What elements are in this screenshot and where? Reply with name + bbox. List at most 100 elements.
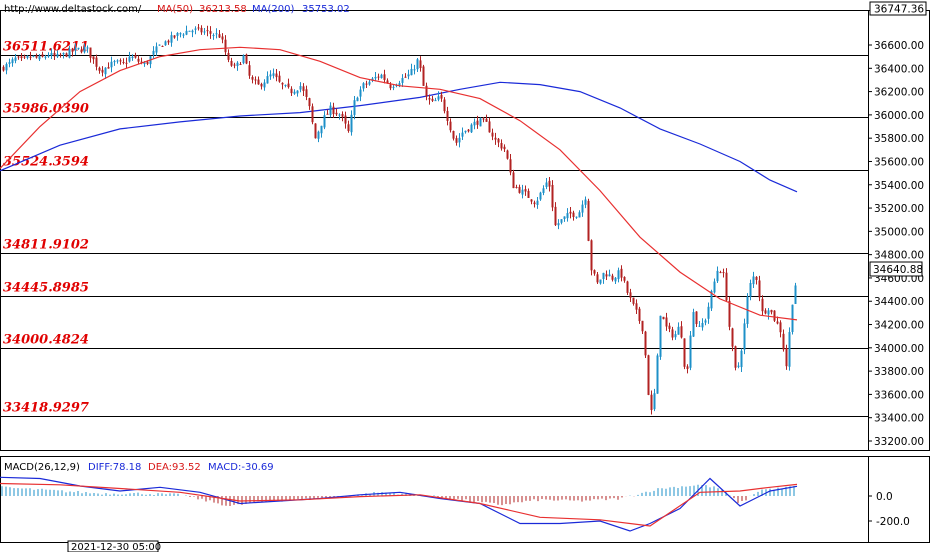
candle-body — [512, 172, 515, 189]
candle-body — [650, 394, 653, 410]
ma200-line — [0, 81, 798, 193]
ma200-path — [0, 81, 798, 193]
candle-body — [548, 180, 551, 187]
candle-body — [437, 96, 440, 100]
candle-body — [287, 83, 290, 88]
price-tick-label: 35400.00 — [874, 180, 924, 192]
current-price-value: 34640.88 — [873, 264, 923, 276]
candle-body — [662, 316, 665, 320]
candle-body — [101, 69, 104, 73]
candle-body — [119, 60, 122, 62]
candle-body — [485, 118, 488, 122]
candle-body — [578, 212, 581, 218]
ma200-label: MA(200) — [252, 4, 294, 15]
candle-body — [695, 311, 698, 325]
top-price-box — [869, 1, 927, 16]
candle-body — [14, 57, 17, 61]
candle-body — [95, 57, 98, 67]
candle-body — [764, 310, 767, 314]
candle-body — [536, 200, 539, 205]
candle-body — [53, 52, 56, 57]
candle-body — [572, 212, 575, 217]
candle-body — [86, 47, 89, 49]
timestamp: 2021-12-30 05:00 — [71, 542, 161, 552]
candle-body — [263, 82, 266, 88]
candle-body — [317, 131, 320, 139]
candle-body — [137, 58, 140, 62]
candle-body — [710, 291, 713, 309]
candle-body — [581, 204, 584, 213]
candle-body — [362, 83, 365, 89]
candle-body — [125, 62, 128, 64]
candle-body — [770, 309, 773, 313]
candle-body — [134, 55, 137, 58]
candle-body — [80, 49, 83, 53]
candle-body — [554, 206, 557, 226]
candle-body — [353, 100, 356, 115]
candle-body — [464, 130, 467, 133]
candle-body — [761, 298, 764, 312]
candle-body — [44, 56, 47, 58]
candle-body — [335, 112, 338, 115]
price-tick-label: 36200.00 — [874, 87, 924, 99]
candle-body — [359, 89, 362, 97]
candle-body — [401, 78, 404, 83]
candle-body — [470, 124, 473, 133]
candle-body — [257, 79, 260, 85]
level-label: 33418.9297 — [3, 401, 89, 416]
level-label: 35986.0390 — [3, 102, 89, 117]
candle-body — [446, 110, 449, 121]
current-price-box — [869, 261, 923, 277]
candle-body — [557, 223, 560, 226]
candle-body — [584, 199, 587, 205]
candle-body — [23, 56, 26, 58]
candle-body — [683, 338, 686, 367]
candle-body — [443, 99, 446, 112]
candle-body — [8, 62, 11, 64]
candle-body — [302, 86, 305, 91]
price-tick-label: 34000.00 — [874, 343, 924, 355]
candle-body — [107, 67, 110, 69]
candle-body — [545, 182, 548, 187]
candle-body — [539, 192, 542, 200]
candle-body — [71, 48, 74, 52]
candle-body — [98, 67, 101, 71]
candle-body — [164, 41, 167, 46]
candle-body — [311, 106, 314, 123]
candle-body — [140, 61, 143, 63]
candle-body — [218, 34, 221, 38]
candle-body — [479, 118, 482, 127]
candle-body — [20, 56, 23, 59]
candle-body — [434, 100, 437, 102]
candle-body — [620, 268, 623, 278]
candle-body — [617, 270, 620, 280]
candle-body — [323, 115, 326, 128]
candle-body — [641, 320, 644, 332]
ma50-value: 36213.58 — [199, 4, 247, 15]
candle-body — [242, 55, 245, 64]
candle-body — [665, 317, 668, 327]
candle-body — [767, 310, 770, 315]
timestamp-box — [67, 540, 159, 552]
candle-body — [350, 114, 353, 133]
candle-body — [758, 280, 761, 298]
candle-body — [272, 73, 275, 76]
candle-body — [452, 130, 455, 139]
candle-body — [278, 75, 281, 82]
top-price-value: 36747.36 — [874, 4, 924, 16]
candle-body — [596, 274, 599, 283]
candle-body — [497, 138, 500, 143]
candle-body — [680, 326, 683, 338]
candle-body — [377, 76, 380, 78]
candle-body — [314, 123, 317, 139]
candle-body — [782, 333, 785, 350]
candle-body — [269, 74, 272, 77]
macd-tick-label: -200.0 — [876, 516, 910, 528]
candle-body — [38, 55, 41, 60]
candle-body — [593, 270, 596, 274]
candle-body — [230, 60, 233, 66]
candle-body — [563, 216, 566, 219]
candle-body — [776, 321, 779, 324]
candle-body — [179, 33, 182, 35]
price-tick-label: 34800.00 — [874, 250, 924, 262]
